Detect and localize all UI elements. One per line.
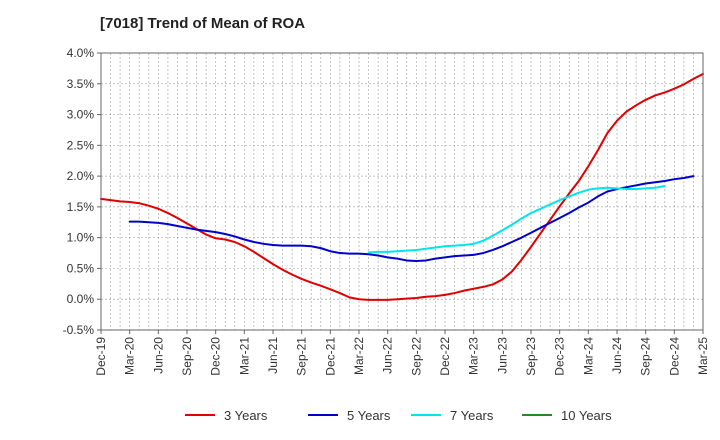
series-layer [100,72,704,301]
y-tick-label: 3.0% [67,108,95,122]
x-tick-label: Mar-20 [123,337,137,375]
x-tick-label: Dec-24 [667,337,681,376]
legend-label: 7 Years [450,408,494,423]
x-tick-label: Jun-22 [381,337,395,374]
x-tick-label: Dec-23 [553,337,567,376]
x-tick-label: Jun-24 [610,337,624,374]
y-tick-label: 1.0% [67,231,95,245]
x-tick-label: Dec-22 [438,337,452,376]
y-tick-label: 3.5% [67,77,95,91]
y-tick-label: 2.0% [67,169,95,183]
x-tick-label: Mar-21 [237,337,251,375]
x-tick-label: Mar-23 [467,337,481,375]
x-tick-label: Sep-24 [639,337,653,376]
y-axis: -0.5% 0.0% 0.5% 1.0% 1.5% 2.0% 2.5% 3.0% 3.5% 4.0… [63,46,101,337]
series-line-3-years [100,72,704,301]
x-tick-label: Mar-24 [581,337,595,375]
y-tick-label: 4.0% [67,46,95,60]
x-axis: Dec-19 Mar-20 Jun-20 Sep-20 Dec-20 Mar-21 Jun-… [94,330,710,376]
y-tick-label: 2.5% [67,138,95,152]
x-tick-label: Dec-20 [209,337,223,376]
x-tick-label: Dec-19 [94,337,108,376]
series-line-5-years [128,175,695,263]
x-tick-label: Jun-23 [495,337,509,374]
legend-label: 5 Years [347,408,391,423]
chart-title: [7018] Trend of Mean of ROA [100,15,305,32]
y-tick-label: 0.5% [67,261,95,275]
x-tick-label: Sep-21 [295,337,309,376]
x-tick-label: Jun-21 [266,337,280,374]
legend-label: 10 Years [561,408,612,423]
legend: 3 Years 5 Years 7 Years 10 Years [185,408,612,423]
plot-area [101,53,703,330]
x-tick-label: Dec-21 [323,337,337,376]
x-tick-label: Sep-23 [524,337,538,376]
y-tick-label: 1.5% [67,200,95,214]
legend-label: 3 Years [224,408,268,423]
x-tick-label: Jun-20 [151,337,165,374]
x-tick-label: Sep-20 [180,337,194,376]
y-tick-label: -0.5% [63,323,95,337]
plot-border [100,52,704,331]
grid-horizontal [101,83,703,300]
y-tick-label: 0.0% [67,292,95,306]
series-line-7-years [367,184,666,254]
x-tick-label: Sep-22 [409,337,423,376]
x-tick-label: Mar-22 [352,337,366,375]
x-tick-label: Mar-25 [696,337,710,375]
